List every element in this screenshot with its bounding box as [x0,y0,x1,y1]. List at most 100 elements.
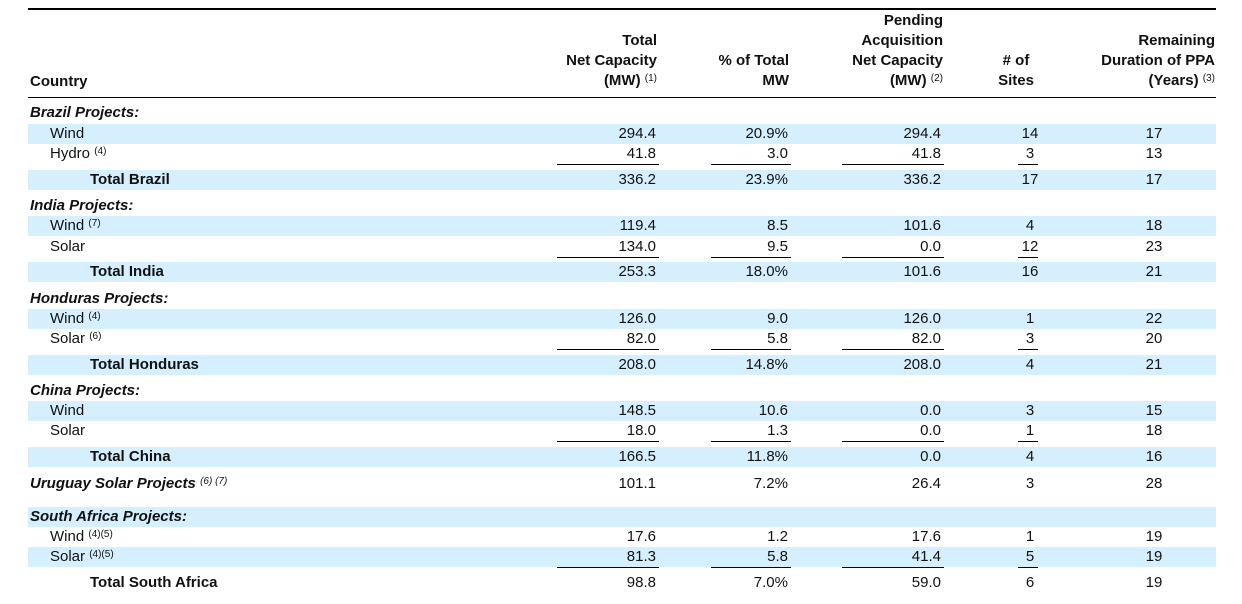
percent-cell: 14.8% [745,356,788,373]
capacity-cell: 81.3 [626,548,656,565]
percent-cell: 1.2 [767,528,788,545]
footnote-ref: (6) (7) [200,476,228,487]
remaining-cell: 17 [1145,125,1163,142]
subtotal-rule [1018,441,1038,442]
total-row: Total China 166.5 11.8% 0.0 4 16 [28,447,1216,467]
row-label: Wind (4)(5) [50,527,113,547]
percent-cell: 5.8 [767,330,788,347]
row-label-text: Wind [50,402,85,419]
row-label: Hydro (4) [50,144,106,164]
header-pending-l1: Pending [883,12,943,29]
capacity-cell: 98.8 [626,574,656,591]
row-label: Wind [50,124,84,144]
remaining-cell: 21 [1145,356,1163,373]
row-label: China Projects: [30,381,140,401]
subtotal-rule [1018,257,1038,258]
row-label-text: Honduras Projects: [30,290,169,307]
percent-cell: 9.0 [767,310,788,327]
sites-cell: 4 [1025,217,1035,234]
total-row: Total South Africa 98.8 7.0% 59.0 6 19 [28,573,1216,593]
pending-cell: 17.6 [911,528,941,545]
subtotal-rule [711,441,791,442]
table-row: Solar 18.0 1.3 0.0 1 18 [28,421,1216,442]
sites-cell: 17 [1021,171,1039,188]
footnote-ref: (4) [94,146,107,157]
row-label-text: Solar [50,548,86,565]
row-label: Solar (4)(5) [50,547,114,567]
row-label-text: Wind [50,217,85,234]
table-row: Wind 148.5 10.6 0.0 3 15 [28,401,1216,421]
row-label-text: Total South Africa [90,574,218,591]
sites-cell: 1 [1025,310,1035,327]
header-remaining: Remaining Duration of PPA (Years) (3) [1070,31,1215,91]
header-sites-l2: Sites [998,72,1034,89]
percent-cell: 20.9% [745,125,788,142]
remaining-cell: 13 [1145,145,1163,162]
row-label: Total India [90,262,164,282]
remaining-cell: 19 [1145,528,1163,545]
header-total-capacity-l2: Net Capacity [566,52,657,69]
percent-cell: 11.8% [746,448,788,465]
header-pct-l1: % of Total [718,52,789,69]
row-label: Solar [50,237,85,257]
header-pending-l3: Net Capacity [852,52,943,69]
row-label: Honduras Projects: [30,289,168,309]
subtotal-rule [557,441,659,442]
header-total-capacity: Total Net Capacity (MW) (1) [540,31,657,91]
sites-cell: 3 [1025,475,1035,492]
remaining-cell: 19 [1145,548,1163,565]
subtotal-rule [711,257,791,258]
capacity-cell: 134.0 [618,238,656,255]
capacity-cell: 294.4 [618,125,656,142]
row-label-text: Hydro [50,145,91,162]
capacity-cell: 119.4 [619,217,656,234]
row-label: Solar (6) [50,329,101,349]
row-label-text: Brazil Projects: [30,104,140,121]
row-label: Brazil Projects: [30,103,139,123]
header-total-capacity-unit: (MW) [603,72,641,89]
remaining-cell: 18 [1145,422,1163,439]
pending-cell: 26.4 [911,475,941,492]
pending-cell: 126.0 [903,310,941,327]
header-remaining-l3: (Years) (3) [1070,71,1215,91]
pending-cell: 208.0 [903,356,941,373]
section-row: China Projects: [28,381,1216,401]
table-row: Wind (4) 126.0 9.0 126.0 1 22 [28,309,1216,329]
row-label-text: Solar [50,422,86,439]
pending-cell: 59.0 [911,574,941,591]
remaining-cell: 19 [1145,574,1163,591]
sites-cell: 3 [1025,330,1035,347]
header-pct-l2: MW [762,72,789,89]
row-label-text: Total Honduras [90,356,199,373]
row-label: Wind (7) [50,216,101,236]
subtotal-rule [842,441,944,442]
sites-cell: 1 [1025,422,1035,439]
sites-cell: 6 [1025,574,1035,591]
capacity-cell: 336.2 [618,171,656,188]
sites-cell: 4 [1025,448,1035,465]
total-row: Total Brazil 336.2 23.9% 336.2 17 17 [28,170,1216,190]
total-row: Total Honduras 208.0 14.8% 208.0 4 21 [28,355,1216,375]
remaining-cell: 21 [1145,263,1163,280]
capacity-cell: 41.8 [626,145,656,162]
row-label-text: Total Brazil [90,171,170,188]
row-label: South Africa Projects: [30,507,187,527]
row-label-text: Total China [90,448,171,465]
row-label-text: Wind [50,125,85,142]
pending-cell: 82.0 [911,330,941,347]
table-row: Wind (4)(5) 17.6 1.2 17.6 1 19 [28,527,1216,547]
header-pending-l2: Acquisition [861,32,943,49]
table-row: Wind 294.4 20.9% 294.4 14 17 [28,124,1216,144]
capacity-cell: 253.3 [618,263,656,280]
total-row: Total India 253.3 18.0% 101.6 16 21 [28,262,1216,282]
header-pct: % of Total MW [690,51,789,91]
capacity-cell: 126.0 [618,310,656,327]
remaining-cell: 28 [1145,475,1163,492]
header-pending-unit: (MW) [889,72,927,89]
percent-cell: 7.0% [753,574,788,591]
table-row: Solar 134.0 9.5 0.0 12 23 [28,237,1216,258]
header-remaining-note: (3) [1202,73,1215,84]
row-label: Total Honduras [90,355,199,375]
remaining-cell: 18 [1145,217,1163,234]
pending-cell: 0.0 [920,238,941,255]
